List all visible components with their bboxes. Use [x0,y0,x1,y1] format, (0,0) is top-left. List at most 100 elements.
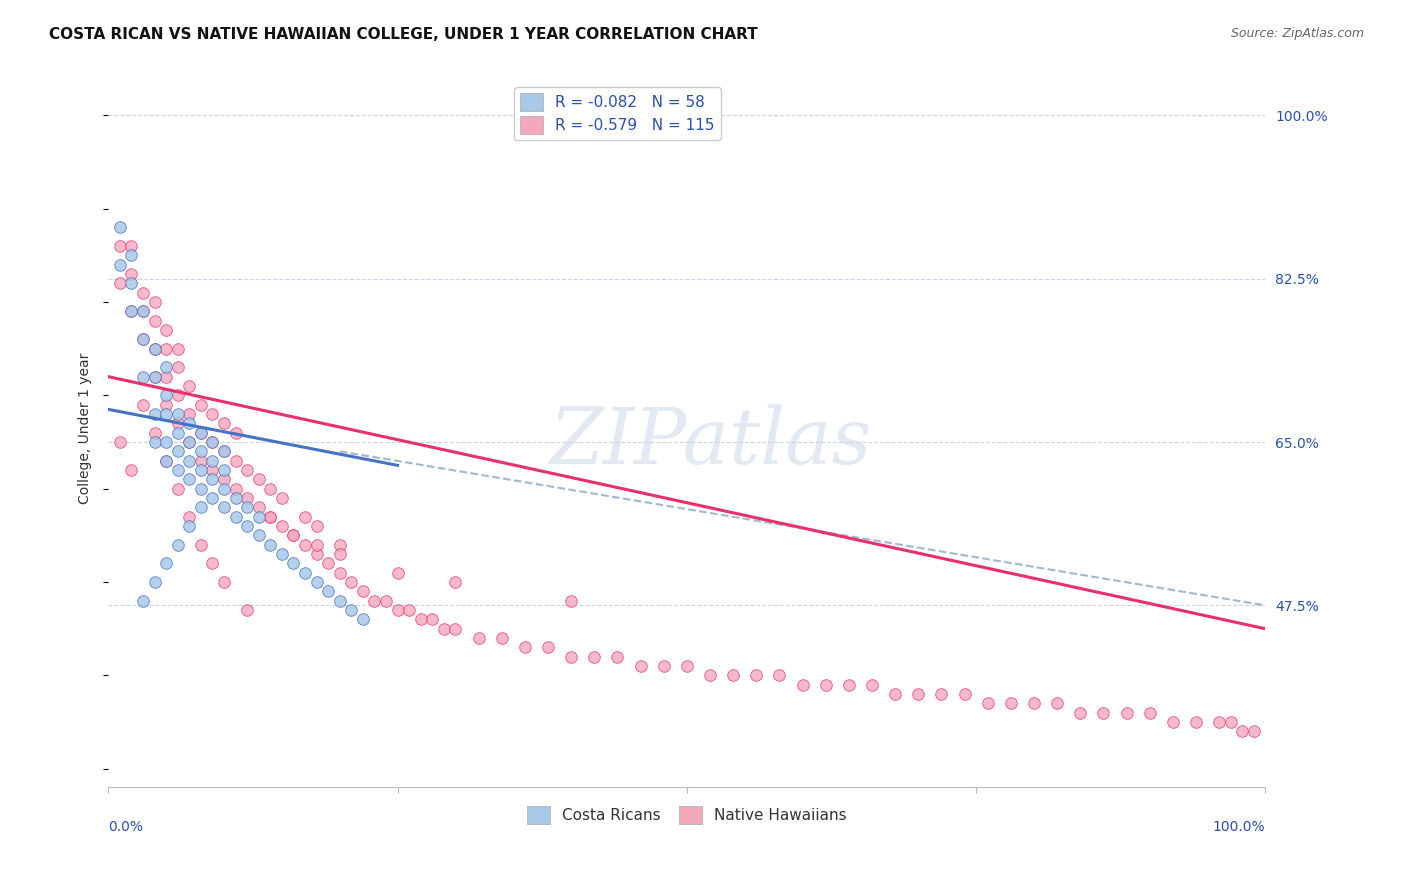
Point [316,584,339,599]
Point [132,593,155,607]
Point [259,482,281,496]
Point [155,557,177,571]
Point [398,603,420,617]
Point [143,369,166,384]
Point [1069,706,1091,720]
Point [329,593,352,607]
Point [1185,715,1208,730]
Point [329,566,352,580]
Point [305,575,328,590]
Text: COSTA RICAN VS NATIVE HAWAIIAN COLLEGE, UNDER 1 YEAR CORRELATION CHART: COSTA RICAN VS NATIVE HAWAIIAN COLLEGE, … [49,27,758,42]
Point [212,472,235,486]
Point [201,463,224,477]
Point [513,640,536,655]
Point [155,453,177,467]
Point [1022,697,1045,711]
Point [236,500,259,515]
Point [236,491,259,505]
Point [212,575,235,590]
Point [108,220,131,235]
Point [179,453,201,467]
Point [201,557,224,571]
Point [179,435,201,450]
Point [166,482,188,496]
Point [132,369,155,384]
Point [270,519,292,533]
Point [352,612,374,626]
Point [212,444,235,458]
Point [143,435,166,450]
Point [120,239,142,253]
Point [537,640,560,655]
Point [953,687,976,701]
Point [166,538,188,552]
Point [225,491,247,505]
Point [155,360,177,375]
Point [283,528,305,542]
Point [108,258,131,272]
Point [225,453,247,467]
Point [179,417,201,431]
Point [294,566,316,580]
Point [201,407,224,421]
Point [120,304,142,318]
Point [225,509,247,524]
Point [976,697,998,711]
Point [838,678,860,692]
Point [132,285,155,300]
Point [132,398,155,412]
Point [316,557,339,571]
Point [179,519,201,533]
Point [120,463,142,477]
Point [1092,706,1115,720]
Point [201,491,224,505]
Point [190,500,212,515]
Point [190,425,212,440]
Point [444,575,467,590]
Point [294,538,316,552]
Point [155,407,177,421]
Point [1161,715,1184,730]
Point [225,425,247,440]
Point [340,603,363,617]
Point [120,267,142,281]
Point [201,435,224,450]
Point [444,622,467,636]
Point [259,509,281,524]
Text: Source: ZipAtlas.com: Source: ZipAtlas.com [1230,27,1364,40]
Point [166,463,188,477]
Point [143,425,166,440]
Point [179,379,201,393]
Point [143,575,166,590]
Point [179,472,201,486]
Text: 0.0%: 0.0% [108,820,143,834]
Point [190,425,212,440]
Point [201,435,224,450]
Point [283,557,305,571]
Point [305,547,328,561]
Point [1139,706,1161,720]
Point [155,323,177,337]
Point [409,612,432,626]
Point [259,538,281,552]
Point [236,519,259,533]
Point [247,500,270,515]
Point [108,435,131,450]
Point [212,444,235,458]
Point [190,398,212,412]
Point [143,313,166,327]
Point [143,342,166,356]
Point [179,509,201,524]
Point [247,509,270,524]
Point [247,528,270,542]
Point [283,528,305,542]
Point [699,668,721,682]
Point [560,649,582,664]
Point [270,491,292,505]
Point [120,277,142,291]
Point [212,463,235,477]
Point [375,593,398,607]
Point [583,649,606,664]
Point [166,407,188,421]
Legend: Costa Ricans, Native Hawaiians: Costa Ricans, Native Hawaiians [520,800,853,830]
